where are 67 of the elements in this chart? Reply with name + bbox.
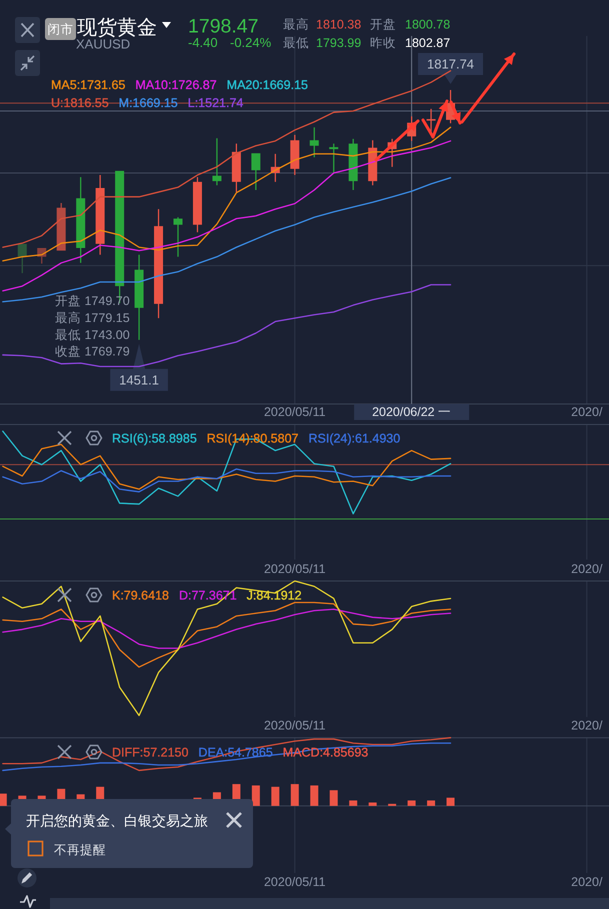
bar (252, 785, 260, 806)
bar (349, 800, 358, 806)
annotation: 1817.74 (427, 56, 474, 72)
annotation: 收盘 1769.79 (55, 344, 130, 358)
candlestick (192, 177, 202, 232)
text: 开启您的黄金、白银交易之旅 (26, 812, 208, 828)
bar (271, 786, 280, 806)
annotation: 1793.99 (316, 36, 362, 50)
bar (446, 798, 455, 806)
candlestick (96, 175, 105, 255)
bar (427, 800, 436, 806)
x-tick-label: 2020/ (571, 718, 603, 732)
legend-label: MA20:1669.15 (226, 78, 308, 92)
candlestick (348, 138, 358, 190)
text: RSI(14):80.5807 (206, 432, 299, 446)
x-tick-label: 2020/ (571, 875, 603, 889)
candlestick (232, 144, 241, 192)
annotation: 1451.1 (119, 372, 159, 388)
annotation: 最高 1779.15 (55, 310, 130, 325)
x-tick-label: 2020/ (571, 562, 603, 576)
candlestick (251, 153, 260, 190)
candlestick (76, 177, 86, 263)
annotation: 1798.47 (188, 16, 258, 38)
series-label: J:84.1912 (246, 588, 302, 602)
bar (310, 785, 318, 806)
candlestick (18, 244, 27, 274)
x-tick-label: 2020/05/11 (264, 405, 326, 419)
text: MACD:4.85693 (282, 746, 368, 760)
series-label: K:79.6418 (112, 588, 170, 602)
candlestick (212, 138, 222, 186)
bar (330, 790, 338, 806)
text: 开盘 (370, 18, 396, 32)
x-tick-label: 2020/05/11 (264, 562, 326, 576)
bar (368, 802, 377, 806)
x-tick-label: 2020/05/11 (264, 875, 326, 889)
bar (0, 794, 7, 806)
candlestick (154, 209, 164, 318)
x-tick-label: 2020/ (571, 405, 603, 419)
text: 最高 (283, 16, 309, 32)
annotation: 闭市 (48, 22, 74, 36)
text: 1800.78 (405, 18, 450, 32)
candlestick (310, 127, 319, 158)
bar (408, 800, 416, 806)
chart-title: 现货黄金 (77, 17, 157, 39)
candlestick (174, 217, 182, 257)
text: 1810.38 (316, 18, 362, 32)
candlestick (56, 202, 66, 251)
series-label: RSI(6):58.8985 (112, 432, 197, 446)
annotation: -0.24% (230, 35, 272, 50)
annotation: -4.40 (188, 35, 218, 50)
annotation: 开盘 1749.70 (55, 294, 130, 308)
chart-subtitle: XAUUSD (76, 36, 130, 52)
text: 不再提醒 (54, 843, 106, 857)
bar (290, 784, 299, 806)
text: RSI(24):61.4930 (308, 432, 400, 446)
text: MA5:1731.65 (51, 78, 126, 92)
series-label: DIFF:57.2150 (112, 746, 188, 760)
annotation: 最低 1743.00 (55, 328, 130, 342)
candlestick (329, 144, 338, 173)
candlestick (134, 254, 144, 340)
candlestick (290, 134, 300, 176)
text: MA10:1726.87 (135, 78, 217, 92)
annotation: 1802.87 (405, 36, 450, 50)
annotation: 最低 (283, 36, 309, 50)
x-tick-label: 2020/05/11 (264, 718, 326, 732)
annotation: 昨收 (370, 36, 396, 50)
x-tick-label: 2020/06/22 一 (372, 405, 452, 419)
